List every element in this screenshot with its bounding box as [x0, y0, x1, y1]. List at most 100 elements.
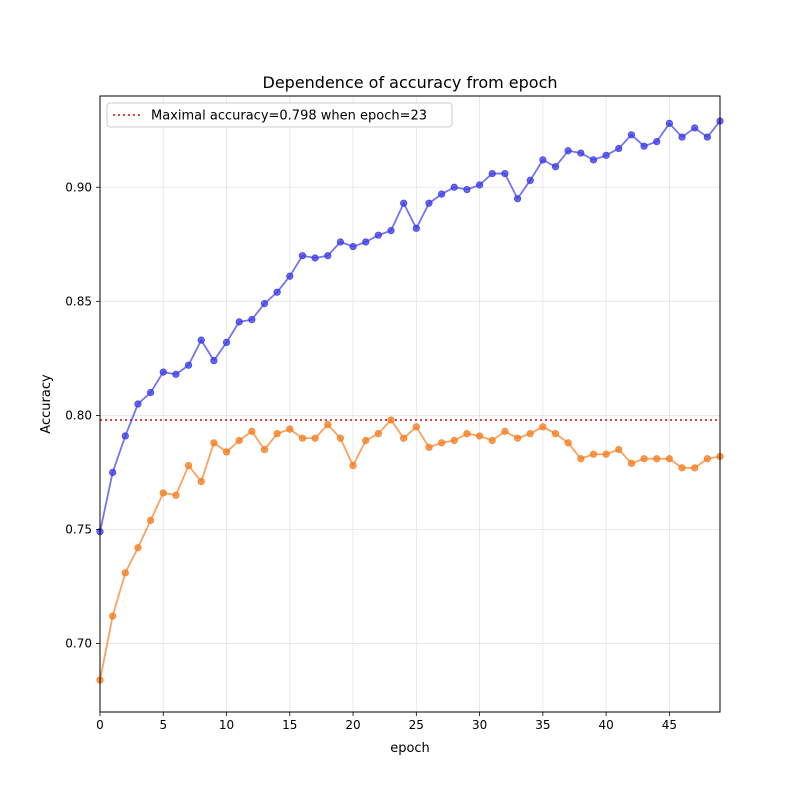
data-point: [564, 439, 572, 447]
data-point: [678, 133, 686, 141]
data-point: [286, 272, 294, 280]
data-point: [147, 388, 155, 397]
data-point: [551, 163, 560, 171]
y-tick-label: 0.80: [65, 408, 92, 422]
series-2: [96, 416, 724, 684]
data-point: [210, 439, 218, 447]
data-point: [273, 288, 281, 296]
data-point: [425, 443, 433, 451]
data-point: [475, 432, 484, 440]
x-tick-label: 45: [662, 718, 677, 732]
data-point: [387, 227, 395, 235]
data-point: [387, 416, 395, 424]
data-point: [450, 183, 458, 191]
data-point: [691, 464, 699, 472]
data-point: [615, 144, 623, 153]
data-point: [412, 224, 420, 232]
data-point: [374, 430, 382, 438]
data-point: [577, 455, 585, 463]
data-point: [184, 461, 193, 470]
data-point: [235, 318, 243, 326]
data-point: [121, 569, 129, 577]
data-point: [324, 420, 332, 429]
data-point: [400, 199, 408, 207]
y-axis-ticks: 0.70 0.75 0.80 0.85 0.90: [65, 180, 100, 651]
data-point: [298, 252, 307, 260]
x-tick-label: 15: [282, 718, 297, 732]
data-point: [172, 491, 180, 499]
y-tick-label: 0.75: [65, 522, 92, 536]
data-point: [602, 450, 610, 458]
data-point: [248, 315, 256, 324]
x-tick-label: 25: [409, 718, 424, 732]
grid: [99, 96, 720, 712]
data-point: [501, 427, 509, 435]
data-point: [665, 455, 673, 463]
plot-frame: [99, 95, 721, 713]
data-point: [653, 455, 661, 463]
data-point: [273, 430, 281, 438]
data-point: [463, 185, 471, 194]
data-point: [564, 147, 572, 155]
x-axis-ticks: 0 5 10 15 20 25 30 35 40 45: [96, 712, 677, 732]
data-point: [589, 450, 598, 458]
data-point: [311, 434, 319, 442]
data-point: [615, 446, 623, 454]
data-point: [248, 427, 256, 435]
data-point: [551, 430, 560, 438]
data-point: [298, 434, 307, 442]
x-tick-label: 30: [472, 718, 487, 732]
data-point: [703, 133, 711, 141]
data-point: [349, 242, 357, 251]
data-point: [450, 436, 458, 445]
data-point: [147, 516, 155, 524]
x-tick-label: 35: [535, 718, 550, 732]
series-1: [96, 117, 724, 536]
data-point: [627, 459, 636, 467]
data-point: [653, 138, 661, 146]
data-point: [362, 238, 370, 246]
data-point: [400, 434, 408, 442]
data-point: [665, 119, 673, 127]
data-point: [134, 544, 142, 552]
data-point: [109, 612, 117, 620]
data-point: [172, 370, 180, 378]
data-point: [526, 430, 534, 438]
chart-title: Dependence of accuracy from epoch: [263, 73, 558, 92]
data-point: [336, 238, 345, 246]
data-point: [374, 231, 382, 239]
y-axis-label: Accuracy: [39, 374, 54, 434]
data-point: [678, 464, 686, 472]
data-point: [222, 338, 231, 346]
data-point: [501, 169, 509, 178]
data-point: [184, 361, 193, 369]
data-point: [197, 477, 205, 486]
data-point: [260, 300, 269, 308]
data-point: [589, 156, 598, 164]
data-point: [222, 448, 231, 456]
data-point: [210, 357, 218, 365]
data-point: [197, 336, 205, 344]
y-tick-label: 0.85: [65, 294, 92, 308]
y-tick-label: 0.90: [65, 180, 92, 194]
data-point: [159, 489, 167, 497]
data-point: [526, 176, 534, 185]
x-axis-label: epoch: [390, 741, 430, 756]
data-point: [438, 190, 446, 198]
data-point: [362, 436, 370, 445]
x-tick-label: 5: [159, 718, 167, 732]
data-point: [513, 434, 522, 442]
data-point: [513, 195, 522, 203]
legend: Maximal accuracy=0.798 when epoch=23: [106, 102, 453, 128]
x-tick-label: 40: [598, 718, 613, 732]
data-point: [691, 124, 699, 132]
y-tick-label: 0.70: [65, 637, 92, 651]
data-point: [602, 151, 610, 159]
data-point: [463, 430, 471, 438]
data-point: [488, 169, 496, 178]
data-point: [539, 423, 547, 431]
data-point: [412, 423, 420, 431]
data-point: [577, 149, 585, 157]
series-layer: [96, 117, 724, 684]
